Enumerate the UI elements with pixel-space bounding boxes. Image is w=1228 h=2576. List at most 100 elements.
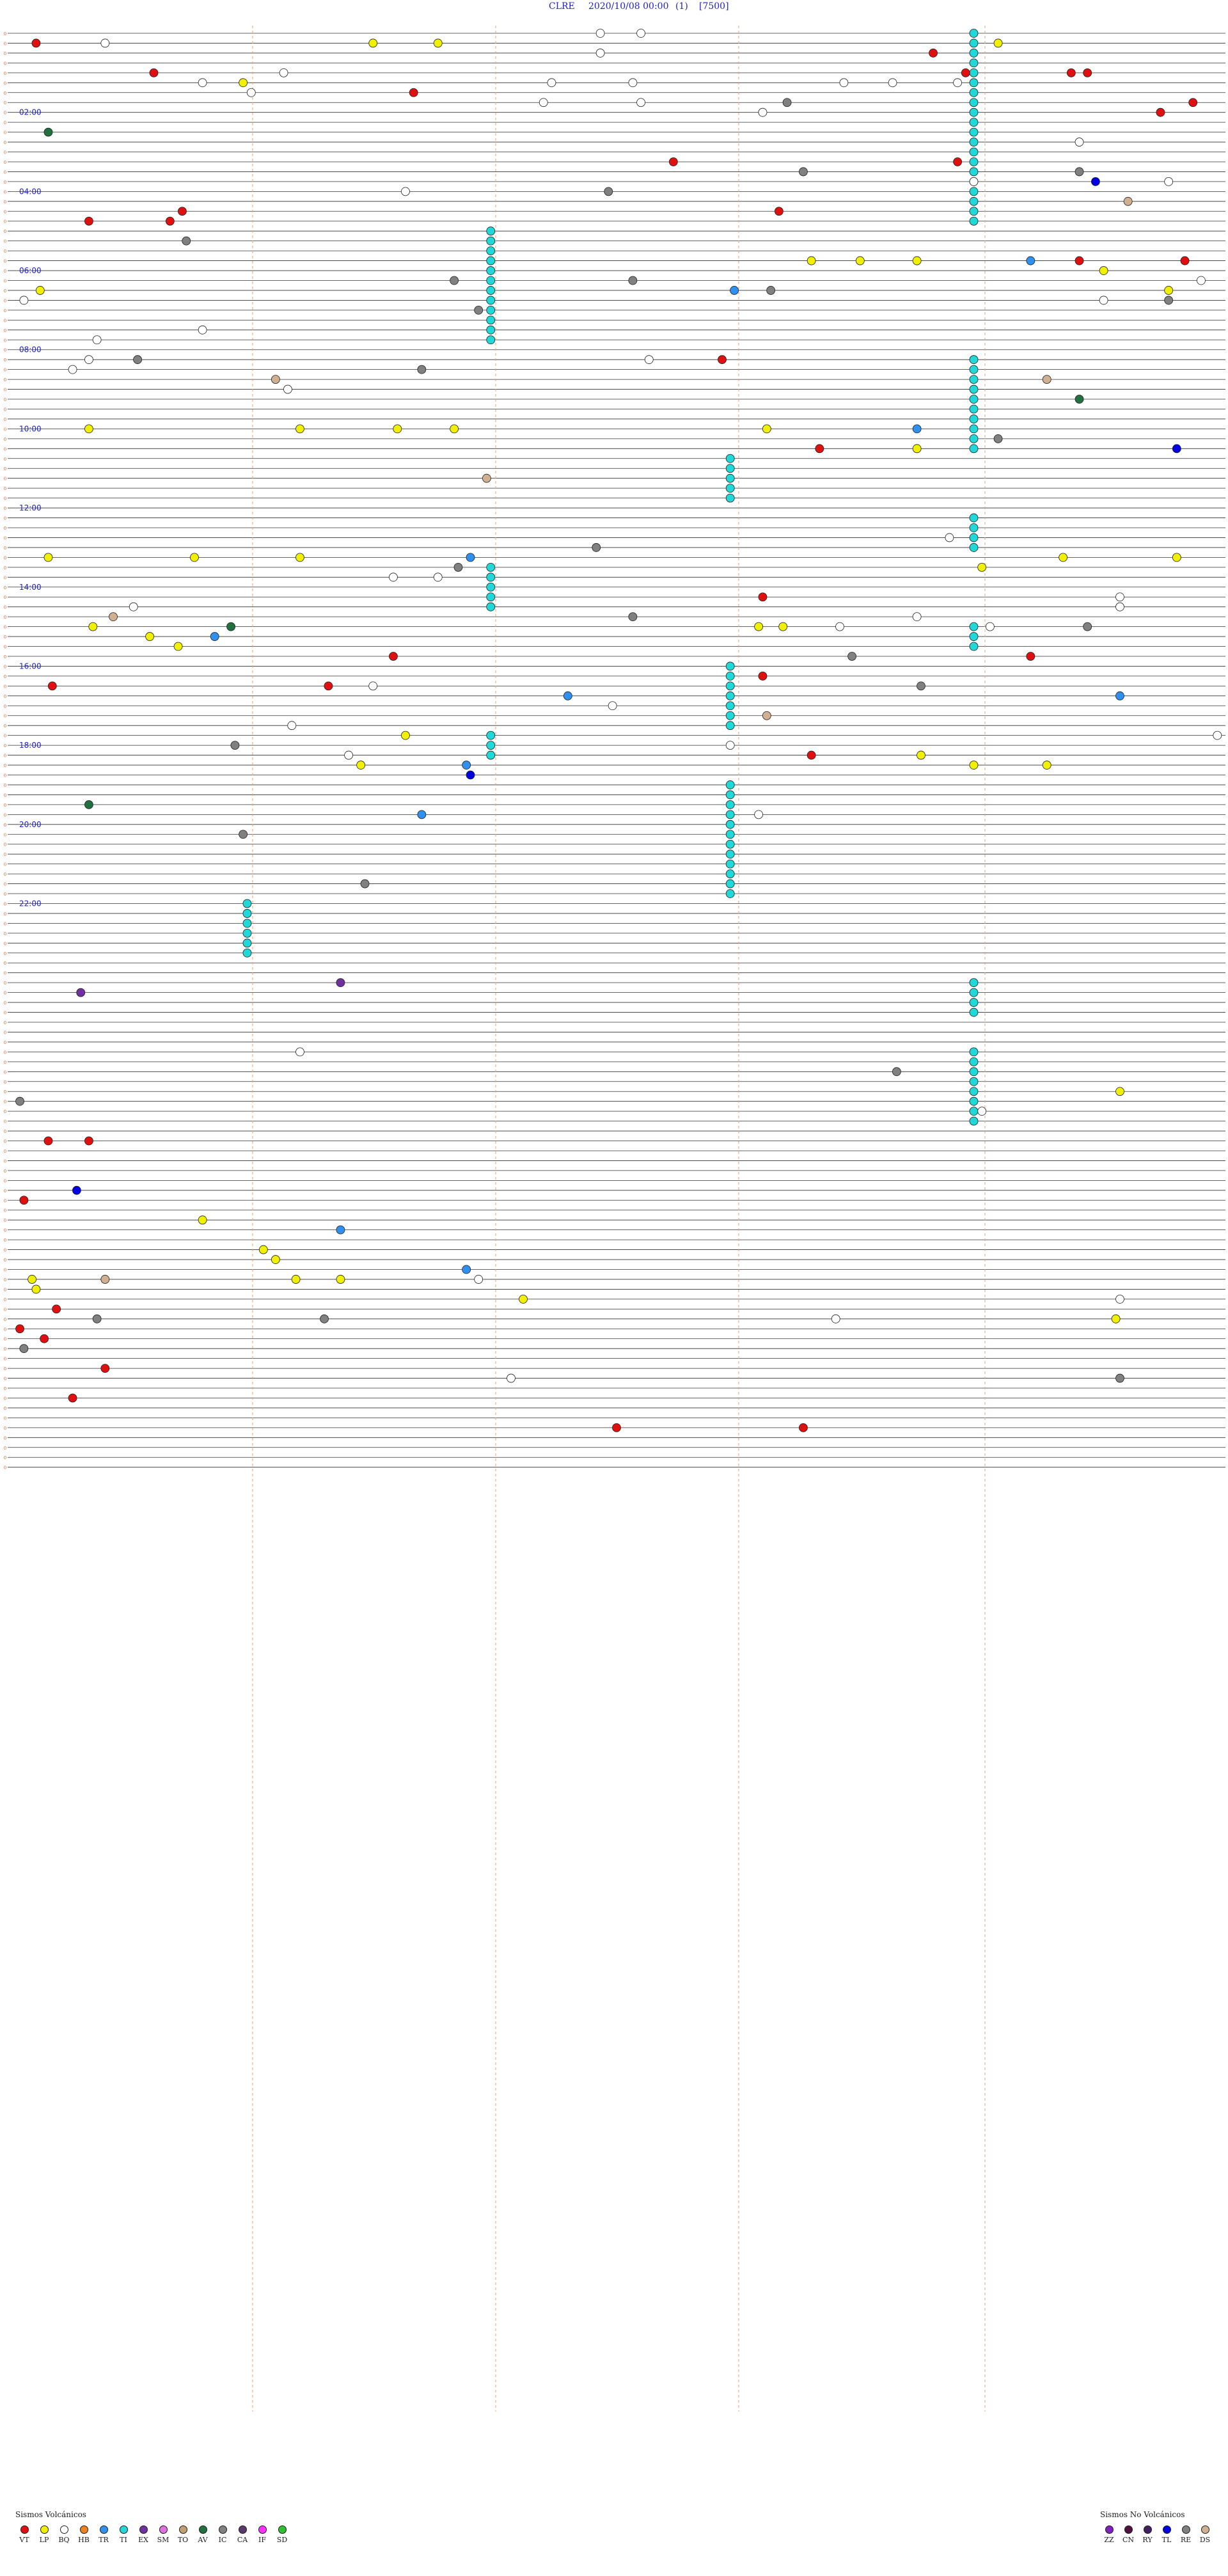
legend-label: SD: [276, 2536, 288, 2544]
event-VT: [165, 216, 175, 226]
event-BQ: [636, 98, 645, 107]
minute-tick: 0: [4, 842, 6, 848]
helicorder-plot: 0 0 0 0 0 0 0 0 0 0 0 0 0 0 0 0 0 0 0 0 0 0 0 0 0 0 0 0 0 0 0 0 0 0 0 0 0 0 0 0…: [4, 26, 1225, 2412]
event-TI: [969, 58, 979, 68]
minute-tick: 0: [4, 1386, 6, 1391]
event-BQ: [129, 602, 138, 612]
legend-label: EX: [138, 2536, 148, 2544]
volcanic-legend-items: VT LP BQ HB TR TI EX SM TO AV IC CA IF SD: [15, 2519, 316, 2545]
event-BQ: [1197, 276, 1206, 285]
event-LP: [88, 622, 98, 631]
minute-tick: 0: [4, 1317, 6, 1322]
minute-tick: 0: [4, 506, 6, 511]
legend-label: ZZ: [1104, 2536, 1114, 2544]
minute-tick: 0: [4, 882, 6, 887]
minute-tick: 0: [4, 714, 6, 719]
event-BQ: [507, 1373, 516, 1383]
legend-swatch: [1124, 2525, 1133, 2534]
legend-swatch: [139, 2525, 148, 2534]
datetime-label: 2020/10/08 00:00: [588, 1, 669, 12]
minute-tick: 0: [4, 388, 6, 393]
legend-label: TR: [98, 2536, 109, 2544]
event-DS: [482, 473, 491, 483]
minute-tick: 0: [4, 368, 6, 373]
minute-tick: 0: [4, 298, 6, 303]
legend-item-ry: RY: [1138, 2525, 1156, 2544]
minute-tick: 0: [4, 1377, 6, 1382]
event-EX: [76, 988, 86, 997]
event-TI: [969, 642, 979, 651]
event-TI: [725, 859, 735, 869]
event-BQ: [839, 78, 849, 88]
minute-tick: 0: [4, 496, 6, 502]
minute-tick: 0: [4, 1040, 6, 1045]
minute-tick: 0: [4, 783, 6, 788]
event-BQ: [1115, 602, 1124, 612]
event-VT: [774, 207, 783, 216]
event-BQ: [198, 325, 207, 335]
event-IC: [360, 879, 370, 889]
event-TI: [725, 889, 735, 898]
legend-swatch: [1200, 2525, 1209, 2534]
minute-tick: 0: [4, 1149, 6, 1154]
minute-tick: 0: [4, 318, 6, 323]
event-BQ: [644, 355, 654, 365]
event-TI: [725, 711, 735, 720]
event-TI: [725, 661, 735, 671]
event-TI: [969, 622, 979, 631]
event-BQ: [92, 335, 102, 345]
event-IC: [133, 355, 142, 365]
event-VT: [52, 1304, 61, 1314]
event-IC: [847, 652, 857, 661]
event-TI: [725, 493, 735, 503]
volcanic-legend-title: Sismos Volcánicos: [15, 2510, 86, 2519]
event-TL: [1091, 177, 1100, 186]
event-VT: [1156, 107, 1165, 117]
event-TI: [725, 701, 735, 711]
event-BQ: [1099, 296, 1108, 305]
event-TI: [969, 1096, 979, 1106]
minute-tick: 0: [4, 200, 6, 205]
event-TI: [486, 246, 496, 256]
event-LP: [912, 444, 922, 454]
minute-tick: 0: [4, 486, 6, 491]
event-BQ: [831, 1314, 840, 1324]
event-VT: [668, 157, 678, 166]
hour-label: 08:00: [19, 345, 42, 354]
event-TI: [486, 226, 496, 236]
minute-tick: 0: [4, 1060, 6, 1065]
event-LP: [35, 286, 45, 295]
minute-tick: 0: [4, 229, 6, 234]
event-TI: [725, 681, 735, 691]
minute-tick: 0: [4, 150, 6, 155]
event-TI: [725, 830, 735, 839]
minute-tick: 0: [4, 249, 6, 254]
event-BQ: [283, 384, 292, 394]
legend-item-ic: IC: [214, 2525, 232, 2544]
event-BQ: [977, 1107, 987, 1116]
legend-item-if: IF: [253, 2525, 271, 2544]
event-TI: [969, 543, 979, 552]
minute-tick: 0: [4, 526, 6, 531]
minute-tick: 0: [4, 941, 6, 946]
minute-tick: 0: [4, 407, 6, 412]
legend-swatch: [258, 2525, 267, 2534]
minute-tick: 0: [4, 1011, 6, 1016]
event-LP: [1172, 553, 1181, 562]
event-LP: [356, 761, 366, 770]
event-LP: [855, 256, 865, 265]
minute-tick: 0: [4, 605, 6, 610]
event-LP: [145, 632, 155, 641]
minute-tick: 0: [4, 259, 6, 264]
event-TI: [725, 464, 735, 473]
minute-tick: 0: [4, 674, 6, 679]
event-BQ: [198, 78, 207, 88]
event-TI: [969, 365, 979, 374]
event-LP: [1115, 1087, 1124, 1096]
event-IC: [1074, 167, 1084, 177]
minute-tick: 0: [4, 704, 6, 709]
event-VT: [953, 157, 963, 166]
event-LP: [450, 424, 459, 434]
minute-tick: 0: [4, 1169, 6, 1174]
event-LP: [977, 562, 987, 572]
